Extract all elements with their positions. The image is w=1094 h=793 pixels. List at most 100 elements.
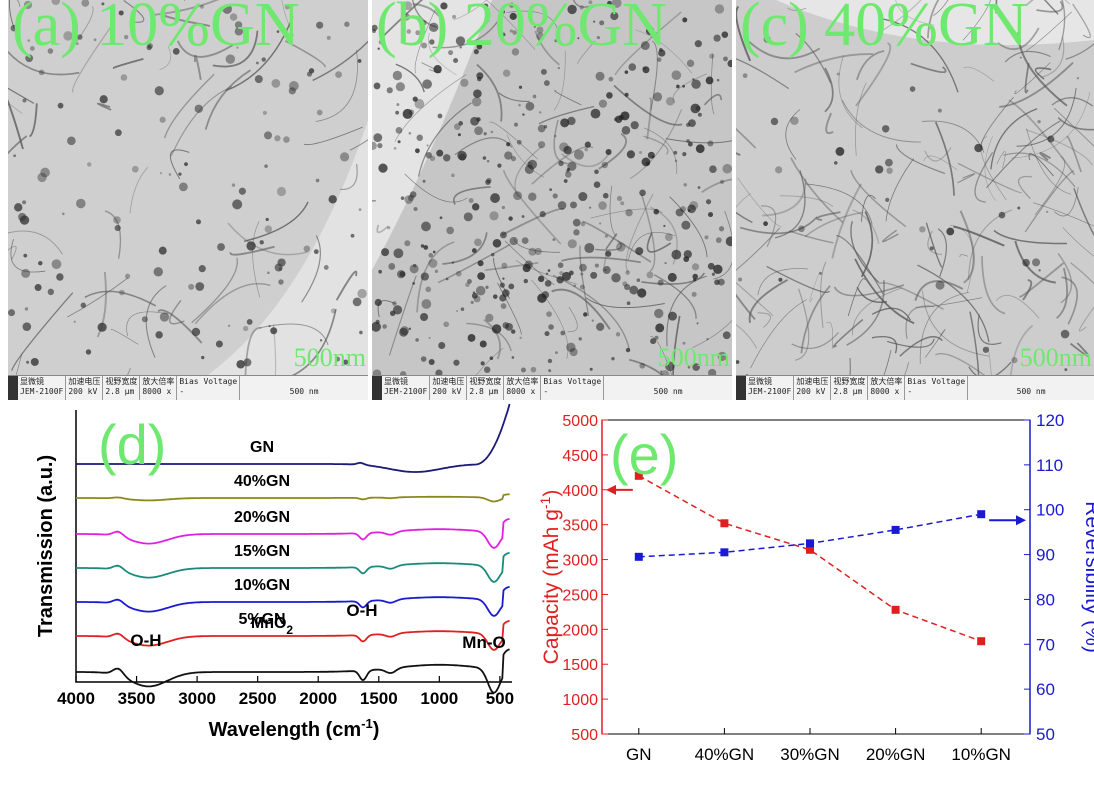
tem-particle bbox=[234, 27, 244, 36]
tem-particle bbox=[153, 267, 163, 277]
x-tick-label: 30%GN bbox=[780, 745, 840, 764]
ftir-series-line bbox=[76, 620, 510, 651]
tem-particle bbox=[539, 211, 546, 218]
tem-particle bbox=[14, 203, 23, 212]
tem-sheet-fiber bbox=[996, 151, 1006, 169]
tem-sheet-fiber bbox=[935, 352, 986, 375]
tem-particle bbox=[200, 4, 204, 9]
tem-sheet-fiber bbox=[475, 347, 504, 375]
tem-particle bbox=[406, 29, 412, 34]
series-label: 15%GN bbox=[234, 543, 290, 560]
tem-particle bbox=[393, 248, 404, 259]
tem-particle bbox=[396, 270, 406, 279]
tem-sheet-fiber bbox=[824, 67, 834, 113]
tem-particle bbox=[93, 38, 97, 42]
tem-particle bbox=[653, 208, 660, 215]
tem-sheet-fiber bbox=[112, 58, 144, 70]
tem-sheet-fiber bbox=[666, 275, 707, 347]
tem-particle bbox=[639, 362, 646, 369]
tem-particle bbox=[614, 115, 623, 123]
tem-panel-b: (b) 20%GN 500nm 显微镜 JEM-2100F 加速电压 200 kV … bbox=[372, 0, 732, 400]
tem-sheet-fiber bbox=[613, 84, 683, 126]
tem-particle bbox=[443, 154, 451, 162]
tem-particle bbox=[509, 12, 517, 20]
tem-particle bbox=[457, 133, 461, 137]
tem-particle bbox=[580, 272, 584, 276]
tem-particle bbox=[75, 42, 79, 46]
tem-particle bbox=[714, 279, 720, 286]
tem-particle bbox=[591, 319, 594, 322]
tem-particle bbox=[227, 324, 231, 328]
tem-sheet-fiber bbox=[1022, 279, 1033, 301]
tem-particle bbox=[474, 126, 484, 136]
tem-particle bbox=[563, 146, 572, 155]
tem-particle bbox=[524, 260, 533, 269]
tem-sheet-fiber bbox=[1042, 36, 1065, 78]
tem-particle bbox=[567, 4, 577, 15]
tem-sheet-fiber bbox=[572, 0, 593, 8]
tem-particle bbox=[344, 21, 350, 27]
tem-particle bbox=[178, 172, 182, 176]
tem-particle bbox=[598, 99, 608, 108]
tem-particle bbox=[511, 356, 515, 359]
tem-particle bbox=[537, 275, 545, 283]
tem-particle bbox=[501, 205, 505, 210]
tem-particle bbox=[278, 267, 283, 271]
tem-sheet-fiber bbox=[925, 222, 943, 268]
tem-particle bbox=[30, 357, 39, 366]
scale-label-a: 500nm bbox=[293, 343, 366, 372]
tem-particle bbox=[146, 44, 152, 51]
panel-label-e: (e) bbox=[610, 423, 678, 486]
tem-sheet-fiber bbox=[914, 280, 964, 301]
tem-sheet-fiber bbox=[924, 147, 952, 162]
tem-particle bbox=[1022, 258, 1030, 267]
tem-sheet-fiber bbox=[506, 134, 545, 178]
info-bar-b: 显微镜 JEM-2100F 加速电压 200 kV 视野宽度 2.8 μm 放大倍率 8… bbox=[372, 375, 732, 400]
tem-particle bbox=[499, 294, 507, 302]
tem-particle bbox=[541, 291, 550, 299]
tem-sheet-fiber bbox=[554, 90, 582, 106]
tem-particle bbox=[577, 37, 580, 40]
data-point bbox=[634, 471, 643, 480]
tem-particle bbox=[695, 144, 705, 154]
tem-particle bbox=[536, 26, 544, 34]
tem-particle bbox=[10, 24, 18, 32]
tem-sheet-fiber bbox=[854, 258, 915, 325]
tem-sheet-fiber bbox=[476, 63, 503, 122]
tem-sheet-fiber bbox=[650, 40, 658, 111]
tem-sheet-fiber bbox=[993, 229, 1068, 245]
tem-particle bbox=[660, 370, 663, 373]
tem-sheet-fiber bbox=[598, 132, 627, 170]
tem-particle bbox=[555, 351, 558, 355]
tem-sheet-fiber bbox=[372, 200, 376, 202]
tem-sheet-fiber bbox=[883, 349, 892, 375]
tem-particle bbox=[621, 126, 631, 135]
tem-sheet-fiber bbox=[303, 126, 363, 146]
tem-sheet-fiber bbox=[1043, 0, 1059, 15]
tem-particle bbox=[476, 76, 482, 82]
tem-particle bbox=[563, 179, 568, 183]
tem-sheet-fiber bbox=[157, 309, 203, 344]
tem-sheet-fiber bbox=[861, 194, 876, 222]
tem-particle bbox=[508, 283, 515, 290]
tem-particle bbox=[316, 109, 323, 116]
tem-particle bbox=[663, 224, 666, 228]
tem-particle bbox=[692, 363, 700, 371]
tem-particle bbox=[284, 4, 290, 10]
tem-sheet-fiber bbox=[1069, 342, 1090, 358]
tem-particle bbox=[339, 152, 350, 162]
info-scale-bar: 500 nm bbox=[1016, 387, 1046, 396]
tem-sheet-fiber bbox=[855, 49, 885, 81]
tem-particle bbox=[132, 165, 139, 173]
ftir-series-line bbox=[76, 586, 510, 617]
info-cell-5: Bias Voltage - bbox=[177, 376, 241, 400]
tem-particle bbox=[615, 332, 621, 337]
tem-particle bbox=[909, 86, 916, 92]
tem-particle bbox=[422, 79, 432, 89]
tem-particle bbox=[595, 71, 605, 81]
tem-particle bbox=[198, 265, 206, 273]
tem-particle bbox=[63, 31, 73, 41]
tem-particle bbox=[687, 141, 693, 147]
tem-particle bbox=[885, 197, 890, 202]
tem-particle bbox=[722, 163, 732, 174]
